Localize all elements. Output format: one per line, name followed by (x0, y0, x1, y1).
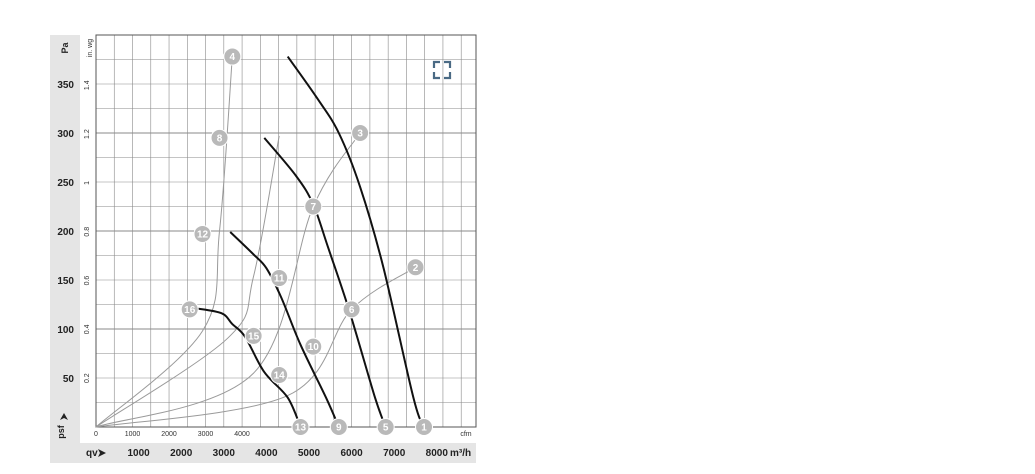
y-tick-inwg: 1.4 (84, 80, 91, 90)
y-tick-inwg: 0.4 (84, 324, 91, 334)
operating-point-8: 8 (210, 128, 229, 147)
x-axis-strip (80, 443, 476, 463)
expand-icon[interactable] (432, 60, 452, 80)
operating-point-5: 5 (376, 418, 395, 436)
y-axis-arrow-icon (60, 413, 68, 420)
operating-point-1: 1 (415, 418, 434, 436)
y-axis-label-pa: Pa (60, 42, 70, 54)
point-marker (304, 337, 323, 356)
y-tick-pa: 250 (57, 178, 74, 189)
operating-point-11: 11 (270, 269, 289, 288)
point-marker (342, 300, 361, 319)
operating-point-2: 2 (406, 258, 425, 277)
operating-point-3: 3 (351, 124, 370, 142)
x-tick-qv: 6000 (340, 448, 363, 459)
point-label: 6 (349, 305, 355, 316)
point-marker (270, 366, 289, 385)
point-marker (223, 47, 242, 66)
x-tick-qv: 8000 (426, 448, 449, 459)
point-label: 13 (295, 423, 307, 434)
point-label: 4 (230, 52, 236, 63)
point-label: 15 (248, 331, 260, 342)
y-tick-pa: 150 (57, 276, 74, 287)
y-tick-pa: 300 (57, 129, 74, 140)
point-marker (193, 224, 212, 243)
point-label: 9 (336, 423, 342, 434)
x-axis-label-qv: qv (86, 448, 98, 459)
operating-point-9: 9 (329, 418, 348, 436)
x-tick-cfm: 2000 (161, 431, 177, 438)
point-label: 11 (274, 274, 285, 285)
point-marker (270, 269, 289, 288)
operating-point-13: 13 (291, 418, 310, 436)
operating-point-4: 4 (223, 47, 242, 66)
point-label: 2 (413, 263, 419, 274)
system-curve-3 (95, 135, 280, 428)
point-marker (406, 258, 425, 277)
system-curve-1 (95, 266, 416, 428)
point-label: 5 (383, 423, 389, 434)
x-tick-cfm: 3000 (198, 431, 214, 438)
operating-point-10: 10 (304, 337, 323, 356)
point-label: 12 (197, 229, 209, 240)
point-label: 3 (357, 129, 363, 140)
point-label: 14 (274, 371, 286, 382)
y-tick-pa: 100 (57, 325, 74, 336)
y-tick-inwg: 0.2 (84, 373, 91, 383)
x-tick-qv: 5000 (298, 448, 321, 459)
point-label: 8 (217, 133, 223, 144)
operating-point-7: 7 (304, 197, 323, 216)
fan-curve-1 (286, 56, 425, 428)
system-curves (95, 56, 416, 428)
point-marker (291, 418, 310, 436)
fan-curve-3 (229, 231, 340, 428)
y-tick-inwg: 1 (84, 181, 91, 185)
y-tick-pa: 200 (57, 227, 74, 238)
operating-point-12: 12 (193, 224, 212, 243)
fan-curve-2 (263, 137, 387, 428)
point-marker (210, 128, 229, 147)
y-tick-inwg: 0.6 (84, 276, 91, 286)
y-tick-pa: 50 (63, 374, 75, 385)
x-tick-cfm: 4000 (234, 431, 250, 438)
point-marker (180, 300, 199, 319)
operating-point-16: 16 (180, 300, 199, 319)
y-tick-inwg: 0.8 (84, 227, 91, 237)
point-label: 1 (421, 423, 427, 434)
point-marker (376, 418, 395, 436)
y-tick-pa: 350 (57, 80, 74, 91)
tick-labels: 50 100 150 200 250 300 350 0.2 0.4 0.6 0.8 1 1.2 1.4 0… (57, 80, 448, 459)
y-axis-label-psf: psf (56, 424, 66, 439)
operating-point-6: 6 (342, 300, 361, 319)
x-tick-qv: 2000 (170, 448, 193, 459)
point-marker (244, 326, 263, 345)
system-curve-2 (95, 132, 361, 428)
y-axis-strip (50, 35, 80, 463)
x-axis-unit: m³/h (450, 448, 471, 459)
point-marker (415, 418, 434, 436)
point-marker (304, 197, 323, 216)
point-marker (329, 418, 348, 436)
system-curve-4 (95, 56, 233, 428)
x-tick-cfm: 0 (94, 431, 98, 438)
y-tick-inwg: 1.2 (84, 129, 91, 139)
x-axis-label-cfm: cfm (460, 431, 471, 438)
point-label: 16 (184, 305, 196, 316)
y-axis-label-inwg: in. wg (87, 39, 94, 57)
x-axis-arrow-icon (98, 449, 106, 457)
point-label: 7 (310, 202, 316, 213)
x-tick-qv: 4000 (255, 448, 278, 459)
point-marker (351, 124, 370, 142)
x-tick-cfm: 1000 (125, 431, 141, 438)
plot-border (95, 34, 477, 428)
operating-point-15: 15 (244, 326, 263, 345)
operating-point-14: 14 (270, 366, 289, 385)
point-label: 10 (308, 342, 320, 353)
x-tick-qv: 7000 (383, 448, 406, 459)
x-tick-qv: 3000 (213, 448, 236, 459)
x-tick-qv: 1000 (127, 448, 150, 459)
